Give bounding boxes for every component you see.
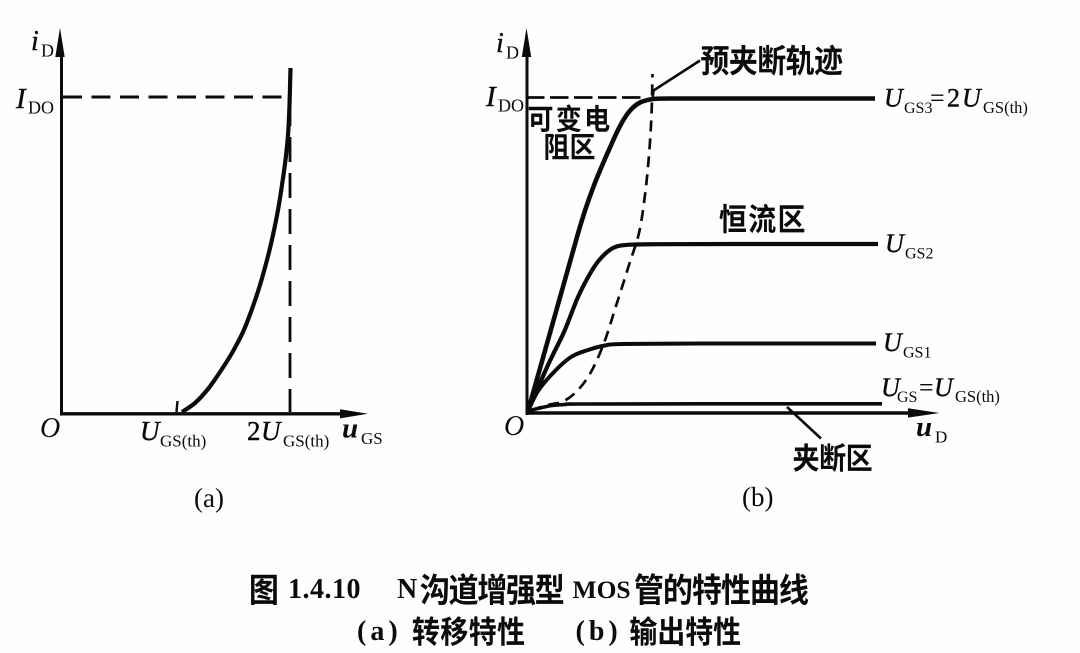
svg-text:GS(th): GS(th) xyxy=(160,432,206,451)
svg-text:2: 2 xyxy=(947,84,960,113)
svg-text:GS1: GS1 xyxy=(903,345,931,362)
svg-text:GS2: GS2 xyxy=(905,246,933,263)
svg-text:GS: GS xyxy=(361,429,383,448)
svg-text:U: U xyxy=(884,84,905,113)
svg-text:u: u xyxy=(342,413,358,445)
svg-text:u: u xyxy=(916,411,932,443)
svg-text:2: 2 xyxy=(247,416,261,446)
svg-text:(b): (b) xyxy=(742,482,773,512)
svg-text:U: U xyxy=(261,416,282,446)
svg-text:D: D xyxy=(506,43,519,63)
svg-text:MOS: MOS xyxy=(573,575,631,604)
svg-text:GS(th): GS(th) xyxy=(955,387,1000,406)
svg-text:U: U xyxy=(885,229,906,258)
svg-text:1.4.10: 1.4.10 xyxy=(288,574,361,605)
svg-text:O: O xyxy=(40,413,60,444)
svg-text:(b): (b) xyxy=(576,616,622,647)
svg-text:D: D xyxy=(41,41,54,61)
svg-text:U: U xyxy=(962,84,983,113)
svg-text:O: O xyxy=(504,411,524,442)
svg-text:i: i xyxy=(31,26,39,57)
svg-text:U: U xyxy=(883,328,904,357)
svg-text:=: = xyxy=(930,84,945,113)
svg-text:GS(th): GS(th) xyxy=(983,98,1028,117)
svg-text:U: U xyxy=(140,416,161,446)
svg-text:GS(th): GS(th) xyxy=(283,432,329,451)
svg-text:D: D xyxy=(935,428,947,447)
svg-text:I: I xyxy=(15,83,27,115)
svg-text:(a): (a) xyxy=(194,483,224,513)
svg-text:I: I xyxy=(485,81,497,113)
svg-text:i: i xyxy=(496,28,504,59)
svg-text:DO: DO xyxy=(498,96,524,116)
svg-text:=: = xyxy=(919,373,934,402)
svg-text:U: U xyxy=(881,373,902,402)
svg-text:N: N xyxy=(397,574,417,605)
svg-text:GS: GS xyxy=(897,389,917,406)
svg-text:DO: DO xyxy=(28,98,54,118)
svg-text:GS3: GS3 xyxy=(904,100,932,117)
svg-text:(a): (a) xyxy=(357,616,402,647)
svg-text:U: U xyxy=(934,373,955,402)
